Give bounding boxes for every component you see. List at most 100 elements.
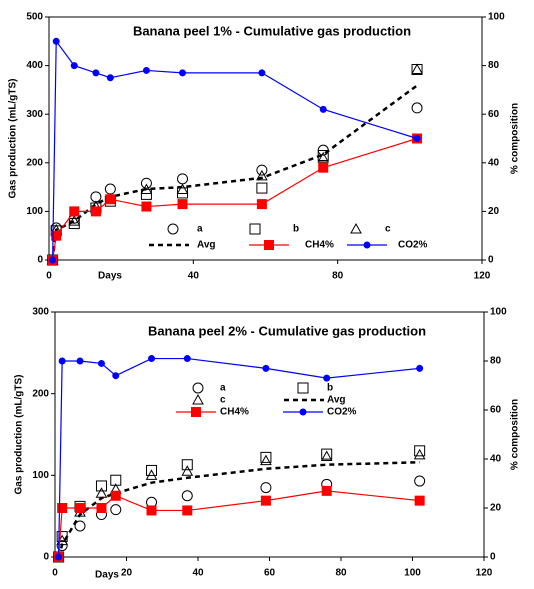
marker-circle	[140, 177, 152, 189]
marker-square	[51, 230, 62, 241]
series-line	[57, 490, 420, 558]
marker-triangle	[350, 222, 362, 234]
y-tick-label: 300	[26, 109, 43, 120]
x-tick-label: 80	[332, 271, 344, 282]
marker-square	[146, 464, 158, 476]
marker-triangle	[68, 215, 81, 226]
marker-triangle	[413, 448, 426, 460]
marker-square	[260, 495, 271, 506]
marker-square	[68, 218, 80, 230]
marker-circle	[179, 69, 187, 77]
chart-title: Banana peel 2% - Cumulative gas producti…	[148, 323, 426, 338]
x-tick-label: 40	[192, 568, 204, 579]
y2-tick-label: 0	[490, 552, 496, 563]
legend-label: a	[197, 224, 203, 235]
marker-triangle	[320, 450, 333, 462]
marker-circle	[52, 37, 60, 45]
marker-circle	[90, 191, 102, 203]
marker-square	[256, 199, 267, 210]
y2-tick-label: 40	[488, 157, 500, 168]
marker-circle	[258, 69, 266, 77]
marker-circle	[142, 66, 150, 74]
marker-square	[90, 206, 101, 217]
marker-square	[414, 495, 425, 506]
y-tick-label: 300	[32, 307, 49, 318]
marker-circle	[192, 382, 204, 394]
marker-circle	[181, 490, 193, 502]
series-line	[57, 461, 420, 558]
marker-square	[256, 182, 268, 194]
legend-label: CO2%	[327, 407, 357, 418]
marker-square	[260, 451, 272, 463]
marker-triangle	[145, 469, 158, 480]
marker-circle	[299, 408, 307, 416]
y-tick-label: 200	[26, 157, 43, 168]
y-axis-label: Gas production (mL/gTS)	[8, 79, 19, 199]
marker-circle	[323, 374, 331, 382]
plot-frame	[54, 311, 485, 558]
chart-title: Banana peel 1% - Cumulative gas producti…	[133, 23, 411, 38]
x-axis-label: Days	[98, 271, 122, 282]
marker-triangle	[95, 487, 108, 498]
y2-axis-label: % composition	[510, 103, 521, 174]
marker-square	[96, 503, 107, 513]
y-tick-label: 400	[26, 60, 43, 71]
legend-label: b	[327, 383, 333, 394]
legend-label: CH4%	[220, 407, 249, 418]
x-axis-label: Days	[95, 570, 119, 581]
y2-tick-label: 60	[488, 109, 500, 120]
y-tick-label: 100	[32, 470, 49, 481]
y-tick-label: 200	[32, 388, 49, 399]
series-line	[51, 84, 418, 261]
marker-circle	[256, 164, 268, 176]
x-tick-label: 120	[474, 271, 491, 282]
marker-circle	[148, 355, 156, 363]
marker-circle	[74, 520, 86, 532]
y2-tick-label: 0	[488, 255, 494, 266]
marker-triangle	[411, 63, 423, 74]
plot-frame	[48, 16, 483, 261]
y2-tick-label: 60	[490, 405, 502, 416]
marker-triangle	[176, 183, 189, 195]
marker-square	[249, 223, 261, 235]
x-tick-label: 20	[121, 568, 133, 579]
legend-label: Avg	[197, 240, 216, 251]
marker-square	[191, 407, 201, 417]
marker-circle	[319, 105, 327, 113]
marker-triangle	[181, 465, 194, 476]
marker-circle	[177, 173, 189, 185]
marker-square	[264, 240, 274, 250]
legend-label: CH4%	[305, 240, 334, 251]
marker-square	[297, 382, 309, 394]
marker-square	[414, 445, 426, 457]
marker-square	[69, 206, 80, 217]
marker-circle	[411, 102, 423, 114]
series-line	[52, 137, 418, 261]
marker-circle	[414, 475, 426, 487]
marker-circle	[112, 372, 120, 380]
marker-circle	[363, 241, 371, 249]
legend-label: c	[220, 395, 226, 406]
x-tick-label: 0	[52, 568, 58, 579]
y2-tick-label: 80	[490, 356, 502, 367]
marker-square	[321, 448, 333, 460]
marker-triangle	[317, 151, 330, 163]
legend-label: CO2%	[398, 240, 428, 251]
legend-label: b	[293, 224, 299, 235]
marker-circle	[110, 504, 122, 516]
y2-axis-label: % composition	[510, 399, 521, 470]
marker-circle	[413, 135, 421, 142]
marker-square	[321, 485, 332, 496]
marker-square	[177, 199, 188, 210]
y-axis-label: Gas production (mL/gTS)	[14, 375, 25, 495]
series-line	[52, 39, 418, 261]
marker-triangle	[260, 454, 272, 466]
marker-triangle	[192, 393, 204, 405]
x-tick-label: 100	[404, 568, 421, 579]
marker-square	[318, 162, 329, 173]
y2-tick-label: 80	[488, 60, 500, 71]
marker-square	[110, 490, 121, 501]
legend-label: a	[220, 383, 226, 394]
marker-circle	[416, 364, 424, 372]
